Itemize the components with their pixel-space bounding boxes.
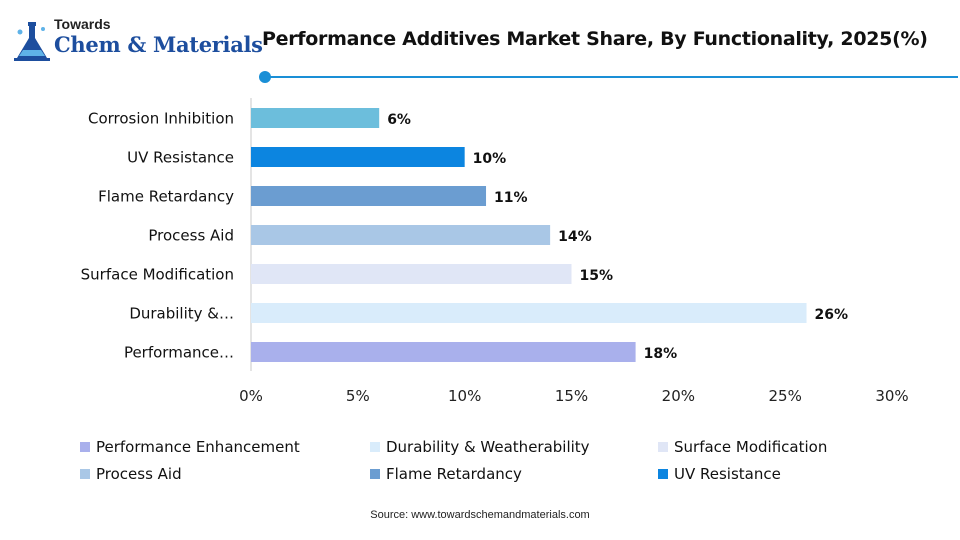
legend-item: UV Resistance [658,465,781,483]
data-label: 15% [580,268,614,284]
legend-label: Process Aid [96,465,182,483]
legend-item: Process Aid [80,465,182,483]
x-tick-label: 30% [875,387,908,405]
legend-swatch [658,469,668,479]
x-tick-label: 0% [239,387,263,405]
bar-chart: Corrosion Inhibition 6% UV Resistance 10% Fl… [81,98,909,405]
category-label: Corrosion Inhibition [88,110,234,128]
chart-legend: Performance Enhancement Durability & Weat… [80,438,940,494]
x-tick-label: 15% [555,387,588,405]
category-label: Flame Retardancy [98,188,234,206]
bar [251,303,807,323]
data-label: 26% [815,307,849,323]
data-label: 11% [494,190,528,206]
bar [251,147,465,167]
legend-item: Performance Enhancement [80,438,300,456]
category-label: Process Aid [148,227,234,245]
legend-label: Surface Modification [674,438,828,456]
category-label: Durability &… [129,305,234,323]
brand-logo: Towards Chem & Materials [14,16,263,66]
legend-swatch [80,469,90,479]
legend-label: UV Resistance [674,465,781,483]
data-label: 10% [473,151,507,167]
legend-swatch [370,442,380,452]
logo-text-name: Chem & Materials [54,32,263,57]
legend-item: Flame Retardancy [370,465,522,483]
legend-swatch [658,442,668,452]
legend-item: Surface Modification [658,438,827,456]
category-label: UV Resistance [127,149,234,167]
legend-swatch [370,469,380,479]
logo-text-towards: Towards [54,16,111,32]
category-label: Performance… [124,344,234,362]
data-label: 14% [558,229,592,245]
x-tick-label: 5% [346,387,370,405]
data-label: 6% [387,112,411,128]
data-label: 18% [644,346,678,362]
legend-swatch [80,442,90,452]
bar [251,225,551,245]
bar [251,342,636,362]
legend-item: Durability & Weatherability [370,438,590,456]
chart-title: Performance Additives Market Share, By F… [262,28,928,50]
category-label: Surface Modification [81,266,234,284]
legend-label: Performance Enhancement [96,438,300,456]
bar [251,264,572,284]
source-note: Source: www.towardschemandmaterials.com [370,509,590,521]
x-tick-label: 25% [768,387,801,405]
x-tick-label: 10% [448,387,481,405]
legend-label: Flame Retardancy [386,465,522,483]
flask-logo-icon [14,22,50,61]
title-underline [259,71,958,83]
legend-label: Durability & Weatherability [386,438,590,456]
bar [251,186,487,206]
x-tick-label: 20% [662,387,695,405]
bar [251,108,380,128]
